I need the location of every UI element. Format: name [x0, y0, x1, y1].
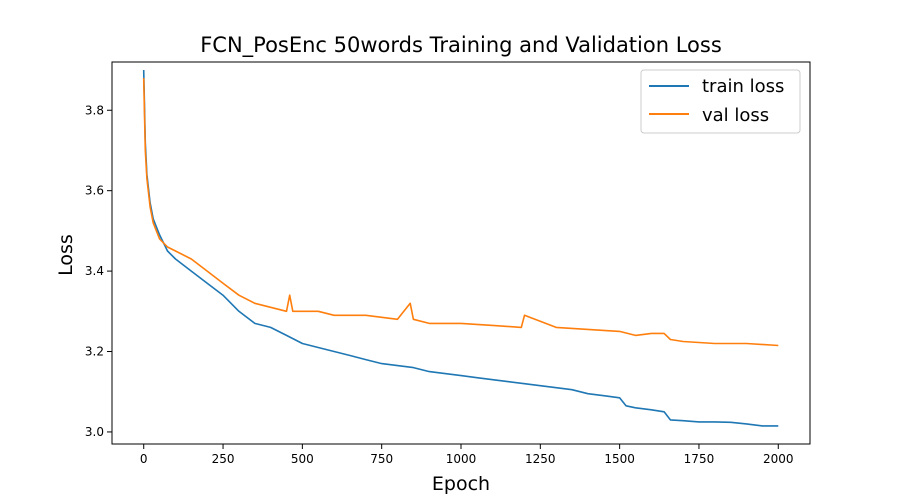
x-tick-label: 500: [291, 452, 314, 466]
plot-area: 0 250 500 750 1000 1250 1500 1750 2000 3.0 3.2 3.4 3…: [85, 61, 811, 466]
train-loss-line: [142, 69, 779, 427]
val-loss-line: [142, 78, 779, 347]
legend-train-label: train loss: [702, 76, 784, 97]
x-tick-label: 0: [140, 452, 148, 466]
y-tick-label: 3.0: [85, 425, 104, 439]
y-axis-label: Loss: [55, 234, 77, 276]
y-tick-label: 3.6: [85, 184, 104, 198]
x-tick-label: 750: [370, 452, 393, 466]
x-tick-label: 1750: [684, 452, 715, 466]
legend-val-label: val loss: [702, 105, 769, 126]
x-tick-label: 250: [212, 452, 235, 466]
y-tick-label: 3.2: [85, 345, 104, 359]
x-tick-label: 1000: [446, 452, 477, 466]
legend: train loss val loss: [640, 69, 801, 134]
x-axis-label: Epoch: [432, 473, 490, 495]
y-tick-label: 3.8: [85, 103, 104, 117]
x-tick-label: 1500: [604, 452, 635, 466]
chart-title: FCN_PosEnc 50words Training and Validati…: [200, 33, 722, 58]
x-tick-label: 1250: [525, 452, 556, 466]
y-tick-label: 3.4: [85, 264, 104, 278]
x-tick-label: 2000: [763, 452, 794, 466]
